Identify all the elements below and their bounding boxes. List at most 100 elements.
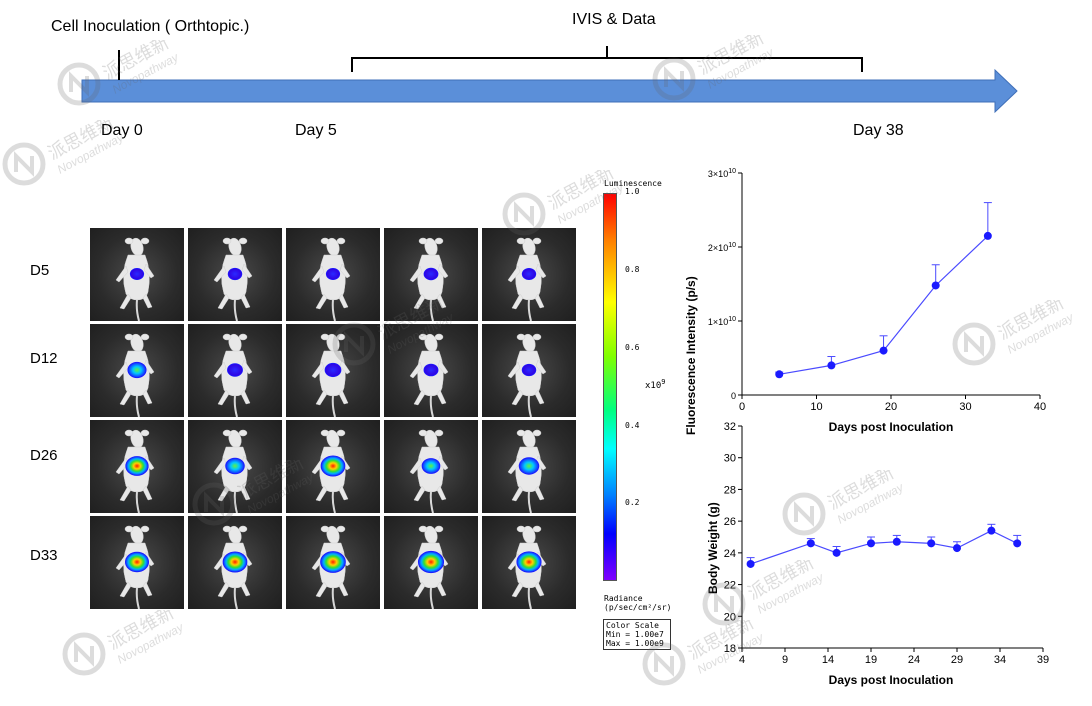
row-label-d12: D12: [30, 350, 58, 367]
y-tick-label: 18: [724, 643, 736, 655]
tumor-signal: [320, 551, 346, 573]
y-tick-label: 0: [731, 391, 736, 401]
timeline-arrow: [81, 68, 1018, 114]
colorbar-multiplier: x109: [645, 378, 666, 391]
tumor-signal: [227, 363, 243, 377]
imaging-label: IVIS & Data: [572, 11, 656, 28]
ivis-image-cell: [384, 228, 478, 321]
ivis-image-cell: [90, 228, 184, 321]
mouse-image: [213, 333, 253, 417]
colorbar-tick-1.0: 1.0: [625, 187, 640, 196]
tumor-signal: [324, 362, 342, 378]
mouse-image: [507, 333, 547, 417]
mouse-image: [115, 525, 155, 609]
color-scale-title: Color Scale: [606, 621, 659, 630]
body-weight-chart: Body Weight (g) Days post Inoculation 4 9…: [706, 421, 1049, 687]
data-point: [867, 539, 875, 548]
colorbar-tick-0.2: 0.2: [625, 498, 640, 507]
colorbar-tick-0.4: 0.4: [625, 421, 640, 430]
fluorescence-ylabel: Fluorescence Intensity (p/s): [684, 276, 698, 435]
ivis-image-cell: [286, 324, 380, 417]
mouse-image: [213, 525, 253, 609]
tumor-signal: [225, 457, 245, 475]
color-scale-min: Min = 1.00e7: [606, 630, 664, 639]
tumor-signal: [227, 267, 243, 281]
y-tick-label: 20: [724, 611, 736, 623]
mouse-image: [507, 429, 547, 513]
x-tick-label: 40: [1034, 401, 1046, 413]
tumor-signal: [127, 361, 147, 379]
y-tick-label: 28: [724, 484, 736, 496]
ivis-image-cell: [286, 516, 380, 609]
colorbar-tick-0.8: 0.8: [625, 265, 640, 274]
data-point: [927, 539, 936, 548]
y-tick-label: 24: [724, 548, 736, 560]
tumor-signal: [516, 551, 542, 573]
ivis-image-cell: [188, 324, 282, 417]
ivis-image-cell: [188, 228, 282, 321]
timeline-arrow-svg: [81, 46, 1018, 114]
data-point: [806, 539, 815, 548]
data-point: [983, 231, 992, 240]
mouse-image: [409, 429, 449, 513]
fluorescence-xlabel: Days post Inoculation: [829, 420, 954, 434]
data-point: [931, 281, 940, 290]
imaging-bracket: [351, 46, 863, 72]
mouse-image: [311, 333, 351, 417]
ivis-image-cell: [90, 324, 184, 417]
mouse-image: [115, 237, 155, 321]
ivis-image-cell: [286, 228, 380, 321]
body-weight-xlabel: Days post Inoculation: [829, 673, 954, 687]
ivis-image-cell: [482, 228, 576, 321]
data-point: [892, 537, 901, 546]
ivis-image-cell: [482, 324, 576, 417]
x-tick-label: 19: [865, 654, 877, 666]
y-tick-label: 30: [724, 453, 736, 465]
data-point: [879, 346, 888, 355]
data-point: [827, 361, 836, 370]
mouse-image: [409, 525, 449, 609]
row-label-d5: D5: [30, 262, 50, 279]
body-weight-ylabel: Body Weight (g): [706, 502, 720, 594]
tumor-signal: [125, 456, 149, 476]
x-tick-label: 9: [782, 654, 788, 666]
x-tick-label: 14: [822, 654, 834, 666]
y-tick-label: 2×1010: [708, 242, 736, 253]
mouse-image: [507, 525, 547, 609]
x-tick-label: 4: [739, 654, 745, 666]
mouse-image: [115, 429, 155, 513]
fluorescence-chart: Fluorescence Intensity (p/s) Days post I…: [684, 168, 1046, 435]
mouse-image: [115, 333, 155, 417]
tumor-signal: [518, 457, 540, 475]
y-tick-label: 22: [724, 580, 736, 592]
tumor-signal: [521, 267, 537, 281]
tumor-signal: [125, 551, 150, 573]
day-5-label: Day 5: [295, 122, 337, 139]
radiance-units: (p/sec/cm²/sr): [604, 603, 672, 612]
x-tick-label: 39: [1037, 654, 1049, 666]
x-tick-label: 10: [810, 401, 822, 413]
ivis-image-cell: [482, 420, 576, 513]
inoculation-label: Cell Inoculation ( Orthtopic.): [51, 18, 250, 35]
mouse-image: [213, 429, 253, 513]
ivis-image-cell: [188, 516, 282, 609]
day-0-label: Day 0: [101, 122, 143, 139]
x-tick-label: 30: [959, 401, 971, 413]
x-tick-label: 24: [908, 654, 920, 666]
ivis-image-cell: [188, 420, 282, 513]
mouse-image: [409, 237, 449, 321]
row-label-d26: D26: [30, 447, 58, 464]
tumor-signal: [320, 455, 346, 477]
data-point: [832, 548, 841, 557]
x-tick-label: 34: [994, 654, 1006, 666]
data-point: [746, 559, 755, 568]
svg-text:派思维新: 派思维新: [104, 610, 177, 654]
colorbar-title: Luminescence: [604, 179, 662, 188]
color-scale-box: Color Scale Min = 1.00e7 Max = 1.00e9: [603, 619, 671, 650]
data-point: [775, 370, 784, 379]
ivis-image-cell: [384, 516, 478, 609]
day-38-label: Day 38: [853, 122, 904, 139]
tumor-signal: [423, 363, 439, 377]
ivis-image-cell: [482, 516, 576, 609]
